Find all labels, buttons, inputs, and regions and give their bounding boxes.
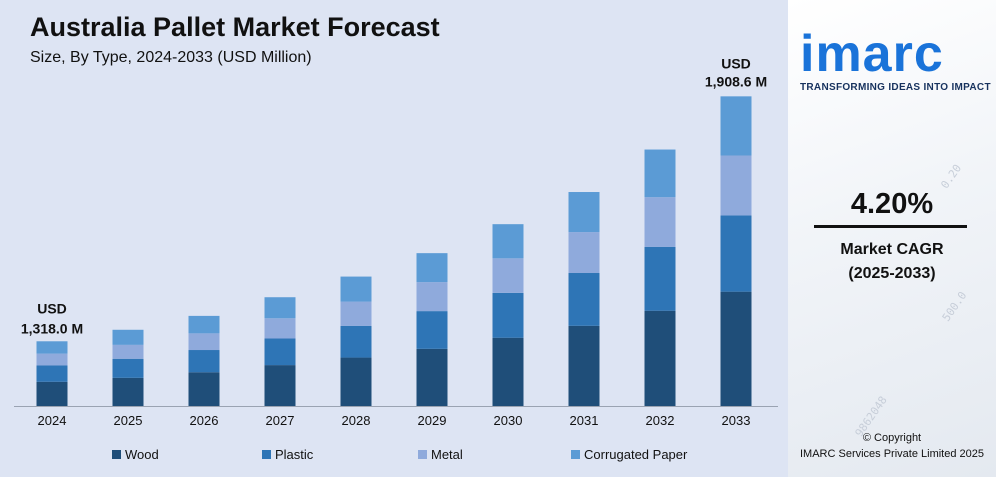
- bar-segment-plastic-2027: [264, 338, 296, 366]
- x-tick-label-2027: 2027: [266, 413, 295, 428]
- chart-title: Australia Pallet Market Forecast: [30, 12, 440, 42]
- x-tick-label-2032: 2032: [646, 413, 675, 428]
- bar-segment-metal-2033: [720, 155, 752, 216]
- bar-segment-wood-2029: [416, 348, 448, 406]
- cagr-label: Market CAGR: [840, 241, 944, 258]
- bar-segment-wood-2028: [340, 357, 372, 406]
- bar-segment-plastic-2032: [644, 246, 676, 311]
- bar-segment-wood-2032: [644, 310, 676, 406]
- bar-segment-corrugated-paper-2032: [644, 149, 676, 198]
- side-panel: 500.0 9862048 0.20: [788, 0, 996, 477]
- chart-panel: Australia Pallet Market Forecast Size, B…: [0, 0, 788, 477]
- bar-segment-metal-2028: [340, 301, 372, 326]
- legend-label-metal: Metal: [431, 447, 463, 462]
- legend-swatch-metal: [418, 450, 427, 459]
- bar-segment-wood-2030: [492, 337, 524, 406]
- cagr-divider: [814, 225, 967, 228]
- bar-segment-metal-2030: [492, 258, 524, 293]
- legend-label-plastic: Plastic: [275, 447, 314, 462]
- bar-segment-metal-2031: [568, 232, 600, 274]
- legend-swatch-corrugated-paper: [571, 450, 580, 459]
- decorative-numbers: 500.0: [939, 289, 970, 324]
- copyright: © Copyright IMARC Services Private Limit…: [788, 430, 996, 462]
- bar-segment-wood-2027: [264, 365, 296, 406]
- x-tick-label-2033: 2033: [722, 413, 751, 428]
- legend-swatch-wood: [112, 450, 121, 459]
- x-tick-label-2028: 2028: [342, 413, 371, 428]
- x-tick-label-2029: 2029: [418, 413, 447, 428]
- legend-label-wood: Wood: [125, 447, 159, 462]
- x-tick-label-2026: 2026: [190, 413, 219, 428]
- bar-segment-corrugated-paper-2024: [36, 341, 68, 354]
- imarc-logo: imarc TRANSFORMING IDEAS INTO IMPACT: [800, 25, 991, 93]
- data-label-2024-currency: USD: [37, 300, 67, 316]
- copyright-company: IMARC Services Private Limited 2025: [799, 448, 984, 460]
- bar-segment-corrugated-paper-2026: [188, 315, 220, 334]
- bar-segment-wood-2031: [568, 325, 600, 406]
- bar-segment-plastic-2026: [188, 350, 220, 373]
- bar-segment-plastic-2024: [36, 365, 68, 382]
- bar-segment-wood-2025: [112, 377, 144, 406]
- bar-segment-corrugated-paper-2027: [264, 297, 296, 319]
- bar-segment-metal-2024: [36, 353, 68, 366]
- cagr-value: 4.20%: [850, 188, 934, 220]
- bar-segment-metal-2032: [644, 197, 676, 247]
- logo-tagline: TRANSFORMING IDEAS INTO IMPACT: [800, 82, 991, 93]
- bar-segment-plastic-2028: [340, 325, 372, 358]
- x-tick-label-2024: 2024: [38, 413, 67, 428]
- bar-segment-metal-2027: [264, 318, 296, 339]
- copyright-label: © Copyright: [862, 432, 922, 444]
- x-tick-label-2025: 2025: [114, 413, 143, 428]
- bar-segment-metal-2025: [112, 344, 144, 359]
- bar-segment-plastic-2029: [416, 311, 448, 349]
- legend-label-corrugated-paper: Corrugated Paper: [584, 447, 688, 462]
- bar-segment-corrugated-paper-2029: [416, 253, 448, 283]
- bar-segment-wood-2026: [188, 372, 220, 406]
- bar-segment-corrugated-paper-2028: [340, 276, 372, 302]
- bar-segment-wood-2033: [720, 291, 752, 406]
- cagr-period: (2025-2033): [848, 265, 936, 282]
- bar-segment-plastic-2031: [568, 273, 600, 326]
- bar-segment-plastic-2025: [112, 358, 144, 378]
- cagr-caption: Market CAGR (2025-2033): [788, 238, 996, 286]
- legend-swatch-plastic: [262, 450, 271, 459]
- chart-subtitle: Size, By Type, 2024-2033 (USD Million): [30, 49, 312, 66]
- bar-segment-metal-2029: [416, 282, 448, 312]
- x-tick-label-2031: 2031: [570, 413, 599, 428]
- bar-segment-plastic-2033: [720, 215, 752, 292]
- bar-segment-metal-2026: [188, 333, 220, 351]
- bar-segment-corrugated-paper-2033: [720, 96, 752, 156]
- bar-segment-corrugated-paper-2030: [492, 224, 524, 259]
- data-label-2024-value: 1,318.0 M: [21, 320, 83, 336]
- bar-segment-corrugated-paper-2025: [112, 329, 144, 345]
- bar-segment-wood-2024: [36, 381, 68, 406]
- bar-segment-plastic-2030: [492, 292, 524, 338]
- logo-wordmark: imarc: [800, 25, 944, 83]
- decorative-numbers: 0.20: [938, 161, 965, 192]
- stacked-bar-chart: 2024 2025 2026 2027 2028 2029 2030 2031 2032 2033…: [14, 55, 778, 462]
- bar-segment-corrugated-paper-2031: [568, 192, 600, 233]
- x-tick-label-2030: 2030: [494, 413, 523, 428]
- data-label-2033-value: 1,908.6 M: [705, 73, 767, 89]
- data-label-2033-currency: USD: [721, 55, 751, 71]
